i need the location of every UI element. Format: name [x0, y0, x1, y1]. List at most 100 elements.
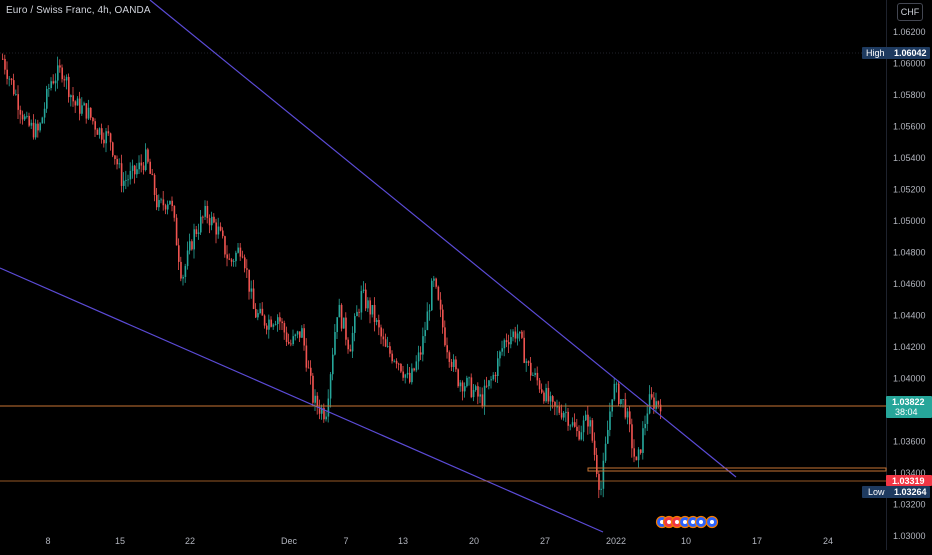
candle-body[interactable]: [651, 394, 653, 398]
candle-body[interactable]: [204, 205, 206, 217]
candle-body[interactable]: [644, 423, 646, 429]
candle-body[interactable]: [43, 108, 46, 118]
candle-body[interactable]: [580, 432, 583, 440]
candle-body[interactable]: [217, 226, 220, 235]
candle-body[interactable]: [554, 401, 556, 407]
candle-body[interactable]: [72, 95, 74, 102]
candle-body[interactable]: [314, 395, 316, 403]
candle-body[interactable]: [426, 311, 429, 331]
candle-body[interactable]: [389, 346, 391, 354]
candle-body[interactable]: [600, 488, 602, 490]
candle-body[interactable]: [285, 332, 288, 342]
candle-body[interactable]: [406, 372, 409, 375]
candle-body[interactable]: [569, 425, 572, 427]
candle-body[interactable]: [402, 371, 404, 378]
candle-body[interactable]: [237, 247, 239, 253]
candle-body[interactable]: [589, 420, 591, 427]
candle-body[interactable]: [545, 387, 547, 402]
candle-body[interactable]: [620, 399, 622, 405]
candle-body[interactable]: [415, 361, 418, 371]
candle-body[interactable]: [114, 155, 116, 160]
candle-body[interactable]: [635, 456, 638, 461]
candle-body[interactable]: [206, 205, 209, 219]
candle-body[interactable]: [52, 81, 55, 84]
candle-body[interactable]: [186, 250, 189, 267]
candle-body[interactable]: [585, 414, 587, 421]
candle-body[interactable]: [164, 205, 167, 210]
candle-body[interactable]: [417, 352, 420, 362]
candle-body[interactable]: [250, 288, 253, 292]
candle-body[interactable]: [483, 385, 486, 406]
candle-body[interactable]: [439, 299, 442, 310]
candle-body[interactable]: [257, 313, 259, 318]
candle-body[interactable]: [376, 319, 378, 323]
candle-body[interactable]: [433, 278, 435, 281]
candle-body[interactable]: [527, 361, 530, 363]
candle-body[interactable]: [85, 103, 88, 119]
candle-body[interactable]: [318, 407, 321, 414]
candle-body[interactable]: [466, 377, 468, 387]
candle-body[interactable]: [338, 304, 341, 318]
candle-body[interactable]: [604, 443, 607, 461]
candle-body[interactable]: [279, 317, 281, 322]
candle-body[interactable]: [395, 360, 398, 364]
candle-body[interactable]: [147, 149, 149, 162]
candle-body[interactable]: [116, 159, 118, 165]
candle-body[interactable]: [30, 122, 33, 126]
candle-body[interactable]: [79, 98, 81, 114]
candle-body[interactable]: [411, 368, 413, 383]
candle-body[interactable]: [255, 308, 257, 318]
candle-body[interactable]: [499, 351, 501, 359]
candle-body[interactable]: [349, 349, 352, 352]
drawings-layer[interactable]: [0, 0, 887, 533]
candle-body[interactable]: [8, 78, 11, 80]
candle-body[interactable]: [387, 346, 389, 348]
candle-body[interactable]: [428, 310, 431, 312]
candle-body[interactable]: [576, 426, 578, 432]
candle-body[interactable]: [329, 374, 332, 399]
candle-body[interactable]: [536, 372, 539, 381]
candle-body[interactable]: [514, 331, 517, 339]
candle-body[interactable]: [391, 353, 393, 362]
candle-body[interactable]: [131, 165, 134, 171]
candle-body[interactable]: [615, 383, 618, 385]
candle-body[interactable]: [277, 317, 279, 325]
candle-body[interactable]: [534, 372, 536, 376]
candle-body[interactable]: [523, 337, 525, 363]
time-axis[interactable]: 8 15 22 Dec 7 13 20 27 2022 10 17 24: [45, 536, 833, 546]
candle-body[interactable]: [26, 115, 28, 117]
candle-body[interactable]: [50, 81, 52, 89]
candle-body[interactable]: [96, 129, 99, 135]
candle-body[interactable]: [367, 300, 369, 309]
candle-body[interactable]: [479, 394, 481, 397]
candle-body[interactable]: [655, 401, 657, 409]
candle-body[interactable]: [323, 407, 325, 420]
candle-body[interactable]: [19, 109, 22, 115]
candle-body[interactable]: [343, 317, 345, 329]
candle-body[interactable]: [501, 348, 503, 352]
candle-body[interactable]: [65, 76, 68, 81]
candle-body[interactable]: [87, 107, 90, 119]
candle-body[interactable]: [290, 343, 292, 345]
candle-body[interactable]: [268, 319, 270, 330]
candle-body[interactable]: [305, 345, 308, 368]
candle-body[interactable]: [228, 258, 231, 260]
candle-body[interactable]: [360, 291, 363, 313]
candle-body[interactable]: [345, 317, 347, 340]
candle-body[interactable]: [626, 411, 629, 418]
candle-body[interactable]: [261, 308, 264, 316]
candle-body[interactable]: [246, 268, 248, 270]
candle-body[interactable]: [127, 179, 129, 181]
candle-body[interactable]: [169, 200, 171, 205]
candle-body[interactable]: [340, 304, 343, 329]
candle-body[interactable]: [263, 315, 266, 326]
candle-body[interactable]: [380, 327, 382, 337]
candle-body[interactable]: [631, 424, 633, 449]
candle-body[interactable]: [189, 241, 191, 251]
candle-body[interactable]: [120, 163, 123, 186]
candle-body[interactable]: [32, 122, 35, 138]
candle-body[interactable]: [224, 236, 226, 255]
candle-body[interactable]: [230, 259, 233, 262]
candle-body[interactable]: [321, 407, 323, 414]
candle-body[interactable]: [296, 331, 299, 335]
